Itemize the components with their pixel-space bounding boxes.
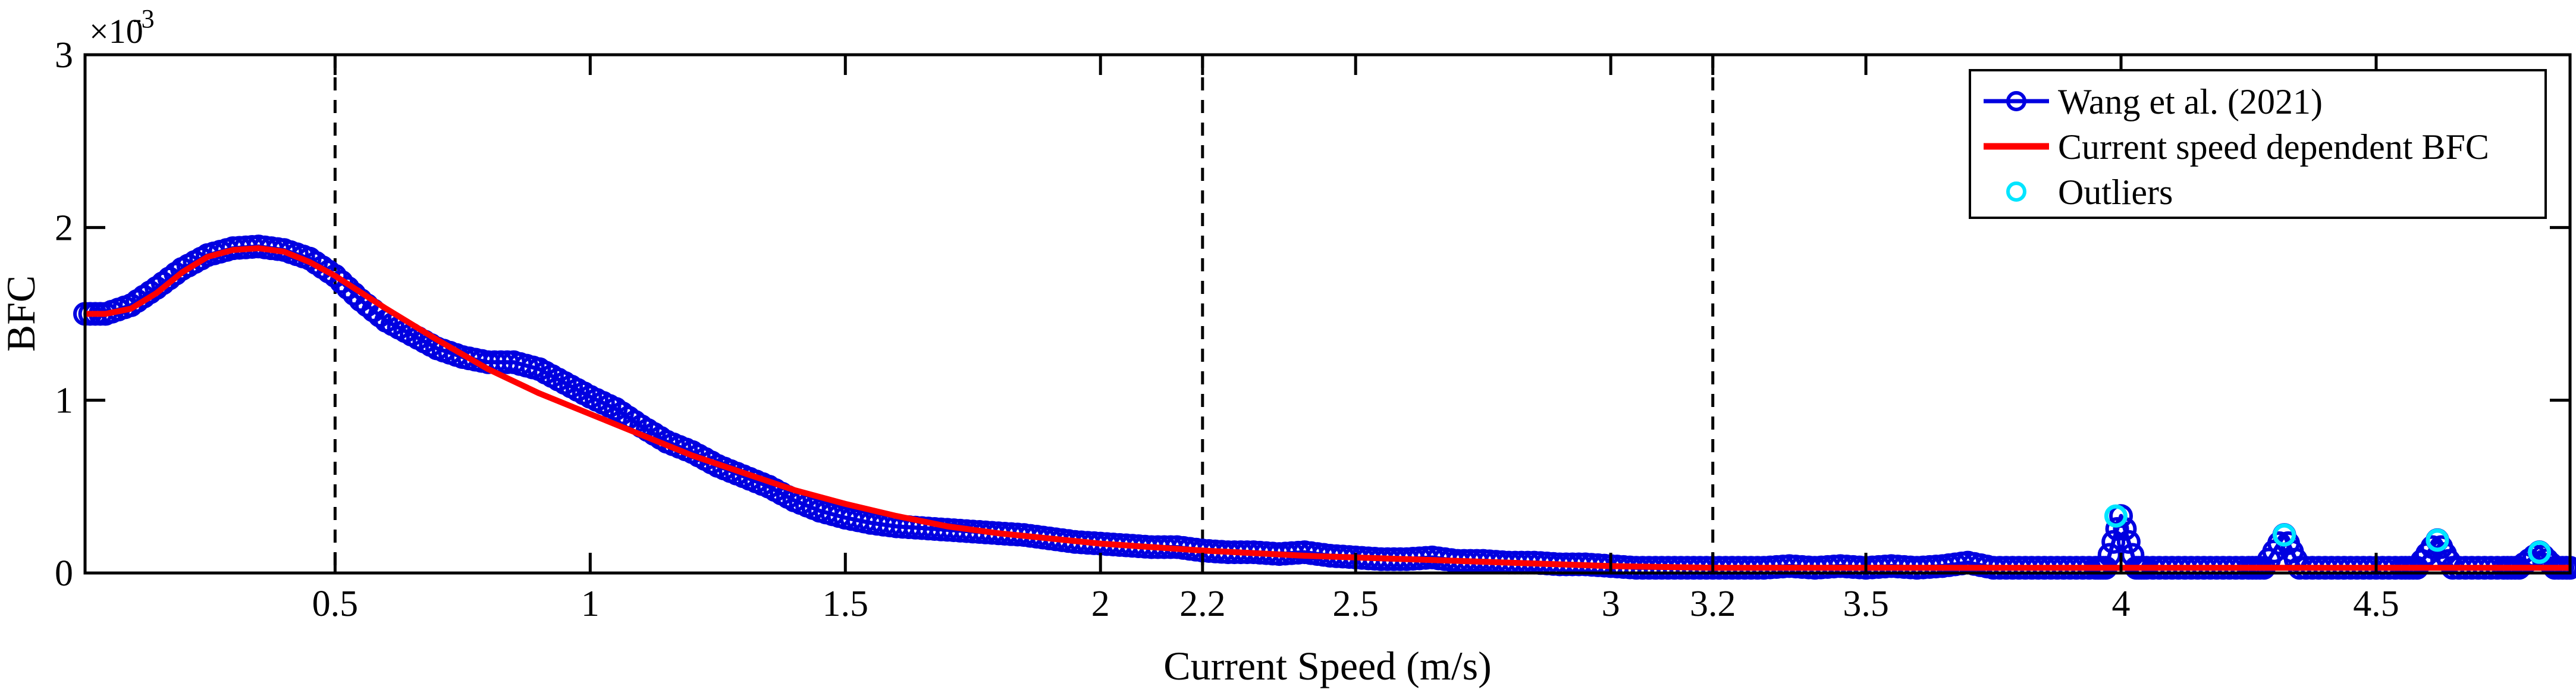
legend-wang-marker [2006, 91, 2026, 111]
plot-frame [83, 53, 2572, 575]
x-tick-label: 2 [1091, 584, 1110, 624]
series-outlier-point [2528, 540, 2552, 564]
legend-outliers-label: Outliers [2058, 173, 2173, 212]
series-outliers [2104, 504, 2552, 564]
series-wang-line [85, 244, 2570, 570]
x-tick-label: 2.2 [1179, 584, 1226, 624]
series-outlier-point [2104, 504, 2128, 528]
series-wang-markers [73, 234, 2576, 580]
x-tick-label: 3.5 [1843, 584, 1889, 624]
y-exponent-power: -3 [133, 4, 155, 33]
series-wang-point [330, 270, 354, 294]
x-tick-label: 1 [581, 584, 600, 624]
vertical-dashed-lines [333, 55, 1715, 573]
series-wang-point [323, 264, 347, 288]
x-axis-label: Current Speed (m/s) [1163, 643, 1491, 688]
x-tick-label: 1.5 [823, 584, 869, 624]
y-tick-label: 2 [55, 208, 73, 248]
legend: Wang et al. (2021) Current speed depende… [1969, 69, 2547, 219]
x-tick-label: 0.5 [312, 584, 359, 624]
axis-ticks: 0.5 1 1.5 2 2.2 2.5 3 3.2 3.5 4 4.5 0 1 2 3 [55, 35, 2570, 624]
y-exponent-base: ×10 [89, 12, 143, 51]
legend-outliers-marker [2006, 181, 2026, 202]
y-tick-label: 3 [55, 35, 73, 76]
x-tick-label: 4.5 [2353, 584, 2399, 624]
series-outlier-point [2273, 523, 2296, 547]
series-fit-line [85, 245, 2570, 571]
y-axis-label: BFC [0, 275, 43, 352]
legend-wang-label: Wang et al. (2021) [2058, 82, 2323, 121]
y-tick-label: 0 [55, 553, 73, 594]
y-tick-label: 1 [55, 381, 73, 421]
x-tick-label: 3.2 [1690, 584, 1736, 624]
series-wang-point [2116, 530, 2141, 554]
x-tick-label: 3 [1602, 584, 1620, 624]
x-tick-label: 4 [2112, 584, 2131, 624]
legend-fit-label: Current speed dependent BFC [2058, 127, 2489, 167]
legend-box [1969, 69, 2547, 219]
series-layer [73, 234, 2576, 580]
x-tick-label: 2.5 [1332, 584, 1379, 624]
series-outlier-point [2426, 528, 2449, 552]
